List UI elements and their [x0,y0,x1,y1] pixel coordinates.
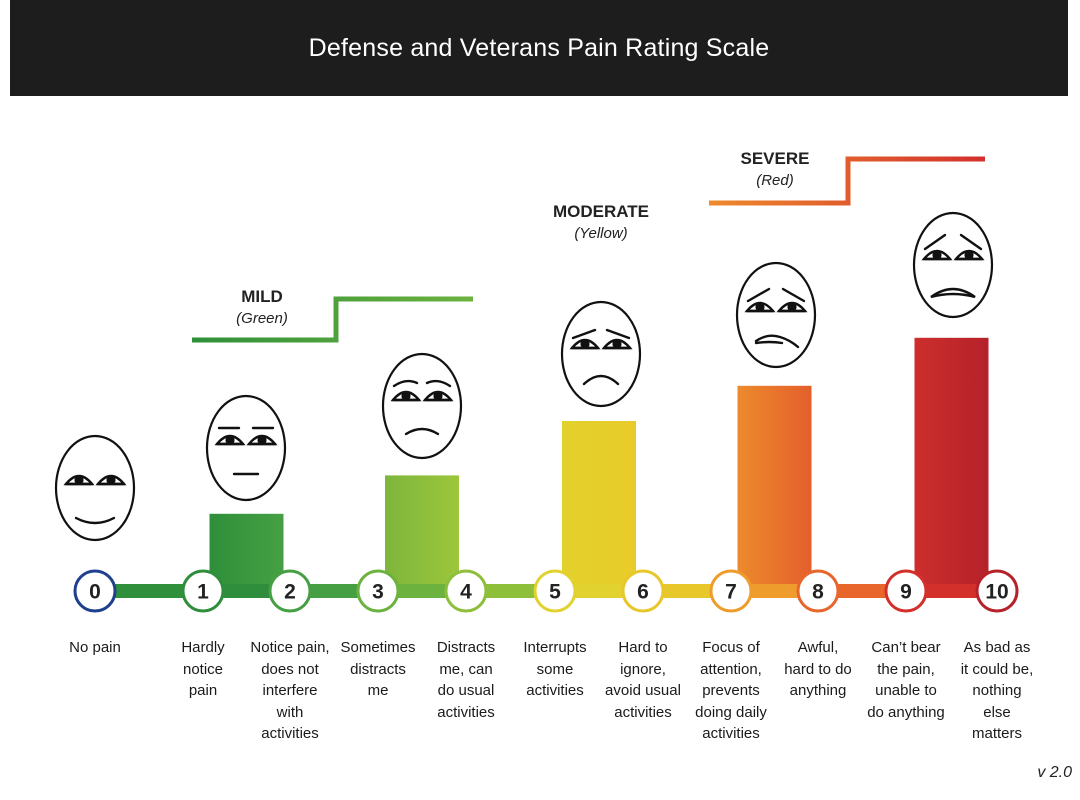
moderate-label: MODERATE [553,202,649,221]
level-number: 5 [549,581,561,604]
mild-label: MILD [241,287,283,306]
level-ring [181,569,225,613]
severe-label: SEVERE [741,149,810,168]
level-description-0: No pain [69,639,121,656]
level-ring [356,569,400,613]
level-number: 7 [725,581,737,604]
bar-level-4 [385,475,459,597]
level-marker-5: 5 [533,569,577,613]
level-description-6: Hard to ignore, avoid usual activities [605,639,681,721]
level-number: 3 [372,581,384,604]
level-number: 8 [812,581,824,604]
level-marker-8: 8 [796,569,840,613]
bar-level-10 [914,337,989,597]
level-number: 0 [89,581,101,604]
level-ring [975,569,1019,613]
moderate-color-label: (Yellow) [574,225,627,242]
level-ring [444,569,488,613]
severe-category-line [709,156,985,206]
connector-2-3 [290,584,378,598]
level-description-1: Hardly notice pain [181,639,225,699]
connector-8-9 [818,584,906,598]
severe-color-label: (Red) [756,172,794,189]
level-ring [73,569,117,613]
title-bar: Defense and Veterans Pain Rating Scale [10,0,1068,96]
connector-7-8 [731,584,818,598]
mild-color-label: (Green) [236,310,288,327]
level-description-2: Notice pain, does not interfere with act… [250,639,330,742]
level-ring [709,569,753,613]
page-title: Defense and Veterans Pain Rating Scale [308,33,770,62]
level-ring [533,569,577,613]
connector-5-6 [555,584,643,598]
pain-level-markers: 0 1 2 3 4 5 6 7 8 9 10 [73,569,1019,613]
version-label: v 2.0 [1037,764,1072,781]
level-marker-3: 3 [356,569,400,613]
pain-faces [54,211,994,542]
level-description-8: Awful, hard to do anything [784,639,852,699]
level-ring [884,569,928,613]
level-number: 1 [197,581,209,604]
level-number: 6 [637,581,649,604]
connector-6-7 [643,584,731,598]
level-description-5: Interrupts some activities [523,639,587,699]
face-icon-happy [54,434,136,542]
face-icon-sad [560,300,642,408]
mild-category-line [192,296,473,343]
level-marker-6: 6 [621,569,665,613]
level-marker-1: 1 [181,569,225,613]
face-icon-neutral [205,394,287,502]
level-ring [621,569,665,613]
connector-9-10 [906,584,997,598]
bar-level-6 [562,421,636,597]
face-icon-anguish [735,261,817,369]
level-marker-9: 9 [884,569,928,613]
connector-4-5 [466,584,555,598]
connector-0-1 [95,584,203,598]
level-ring [268,569,312,613]
level-description-7: Focus of attention, prevents doing daily… [695,639,767,742]
level-description-10: As bad as it could be, nothing else matt… [960,639,1034,742]
level-marker-4: 4 [444,569,488,613]
level-description-4: Distracts me, can do usual activities [436,639,496,721]
connector-3-4 [378,584,466,598]
level-number: 4 [460,581,472,604]
level-description-3: Sometimes distracts me [340,639,416,699]
face-icon-worried [381,352,463,460]
level-description-9: Can’t bear the pain, unable to do anythi… [867,639,945,721]
face-icon-crying [912,211,994,319]
level-marker-2: 2 [268,569,312,613]
level-ring [796,569,840,613]
bar-level-8 [737,385,812,597]
level-marker-7: 7 [709,569,753,613]
connector-1-2 [203,584,290,598]
level-marker-0: 0 [73,569,117,613]
scale-connectors [95,584,997,598]
level-number: 2 [284,581,296,604]
level-number: 10 [985,581,1008,604]
level-marker-10: 10 [975,569,1019,613]
level-number: 9 [900,581,912,604]
